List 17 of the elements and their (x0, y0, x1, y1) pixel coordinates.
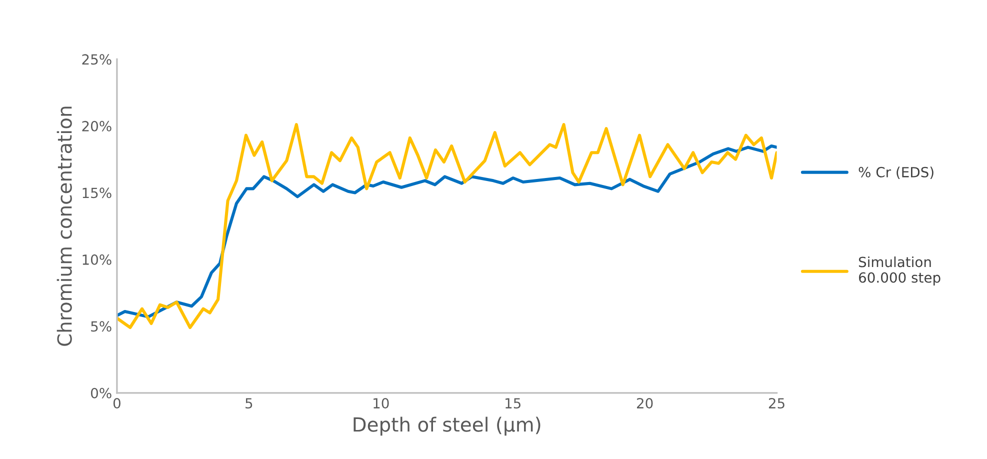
x-tick-label: 10 (374, 398, 389, 409)
y-tick-label: 10% (82, 254, 112, 265)
legend-label: % Cr (EDS) (858, 166, 934, 180)
x-tick-label: 25 (768, 398, 784, 409)
y-tick-label: 5% (91, 321, 112, 332)
x-tick-label: 15 (506, 398, 520, 409)
x-tick-label: 5 (246, 398, 252, 409)
line-series (116, 123, 777, 330)
y-tick-label: 0% (90, 388, 112, 398)
y-tick-label: 25% (82, 54, 112, 65)
x-tick-label: 0 (113, 398, 120, 409)
x-axis-title: Depth of steel (µm) (354, 416, 540, 436)
y-tick-label: 20% (82, 120, 112, 132)
y-axis-title: Chromium concentration (56, 106, 72, 346)
x-tick-label: 20 (636, 398, 653, 409)
legend-label: Simulation 60.000 step (858, 256, 940, 286)
y-tick-label: 15% (82, 188, 112, 198)
